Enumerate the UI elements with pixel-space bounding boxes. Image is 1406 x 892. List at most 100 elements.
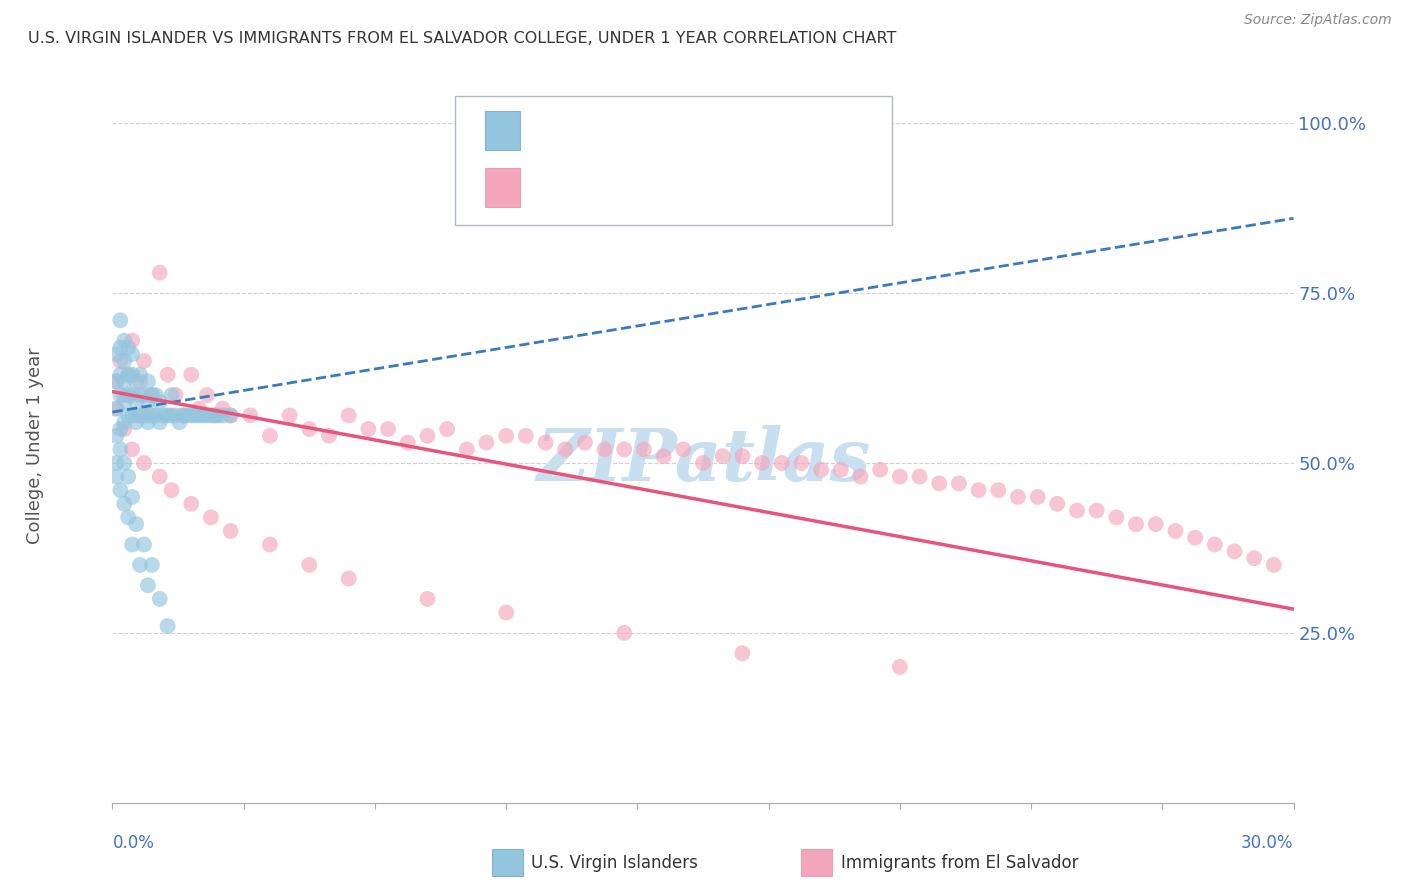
Point: [112, 456, 135, 470]
Point: [633, 442, 655, 457]
Point: [125, 409, 148, 423]
Point: [869, 463, 891, 477]
Point: [121, 490, 143, 504]
Point: [1243, 551, 1265, 566]
Point: [416, 591, 439, 606]
Point: [141, 388, 163, 402]
FancyBboxPatch shape: [485, 111, 520, 150]
Point: [195, 409, 218, 423]
Point: [211, 409, 233, 423]
Point: [132, 354, 155, 368]
Point: [672, 442, 695, 457]
Point: [188, 401, 211, 416]
Point: [219, 524, 242, 538]
Point: [770, 456, 793, 470]
Point: [141, 558, 163, 572]
Point: [129, 409, 152, 423]
Point: [180, 409, 202, 423]
Point: [105, 469, 128, 483]
Point: [436, 422, 458, 436]
Point: [1007, 490, 1029, 504]
Point: [110, 354, 132, 368]
Point: [112, 334, 135, 348]
Point: [495, 429, 517, 443]
Point: [1144, 517, 1167, 532]
Point: [156, 619, 179, 633]
Point: [849, 469, 872, 483]
Point: [204, 409, 226, 423]
Point: [156, 368, 179, 382]
Point: [121, 368, 143, 382]
Point: [136, 409, 159, 423]
Point: [219, 409, 242, 423]
Point: [259, 429, 281, 443]
Point: [132, 537, 155, 551]
Point: [195, 388, 218, 402]
Text: U.S. VIRGIN ISLANDER VS IMMIGRANTS FROM EL SALVADOR COLLEGE, UNDER 1 YEAR CORREL: U.S. VIRGIN ISLANDER VS IMMIGRANTS FROM …: [28, 31, 897, 46]
Point: [112, 375, 135, 389]
Point: [692, 456, 714, 470]
Point: [152, 409, 174, 423]
Point: [1184, 531, 1206, 545]
Text: R = -0.663   N = 90: R = -0.663 N = 90: [537, 178, 728, 196]
Point: [219, 409, 242, 423]
Point: [711, 449, 734, 463]
Point: [1164, 524, 1187, 538]
Point: [1263, 558, 1285, 572]
Point: [129, 368, 152, 382]
Text: R =  0.074   N = 74: R = 0.074 N = 74: [537, 121, 728, 139]
Point: [105, 456, 128, 470]
Point: [112, 497, 135, 511]
Point: [1105, 510, 1128, 524]
Point: [495, 606, 517, 620]
Point: [125, 394, 148, 409]
Text: 0.0%: 0.0%: [112, 834, 155, 852]
Point: [1085, 503, 1108, 517]
Point: [200, 409, 222, 423]
Point: [121, 347, 143, 361]
Point: [1026, 490, 1049, 504]
FancyBboxPatch shape: [456, 96, 891, 225]
Point: [112, 422, 135, 436]
Point: [125, 517, 148, 532]
Point: [176, 409, 198, 423]
Point: [790, 456, 813, 470]
Point: [112, 388, 135, 402]
Point: [110, 341, 132, 355]
Point: [204, 409, 226, 423]
Point: [110, 368, 132, 382]
Point: [110, 313, 132, 327]
Point: [121, 409, 143, 423]
Point: [160, 483, 183, 498]
Point: [908, 469, 931, 483]
Point: [121, 388, 143, 402]
Point: [180, 368, 202, 382]
Point: [593, 442, 616, 457]
Point: [160, 409, 183, 423]
Point: [129, 388, 152, 402]
Point: [188, 409, 211, 423]
Point: [117, 368, 139, 382]
Point: [136, 415, 159, 429]
Point: [337, 409, 360, 423]
Point: [534, 435, 557, 450]
Point: [132, 409, 155, 423]
Text: Source: ZipAtlas.com: Source: ZipAtlas.com: [1244, 13, 1392, 28]
Point: [105, 347, 128, 361]
Point: [211, 401, 233, 416]
Point: [105, 401, 128, 416]
Point: [160, 388, 183, 402]
Point: [149, 469, 172, 483]
Point: [121, 334, 143, 348]
Point: [731, 449, 754, 463]
Point: [200, 510, 222, 524]
Point: [149, 266, 172, 280]
Point: [416, 429, 439, 443]
Point: [112, 415, 135, 429]
Point: [278, 409, 301, 423]
Point: [121, 442, 143, 457]
Point: [117, 388, 139, 402]
Point: [1223, 544, 1246, 558]
Point: [110, 483, 132, 498]
Point: [121, 537, 143, 551]
